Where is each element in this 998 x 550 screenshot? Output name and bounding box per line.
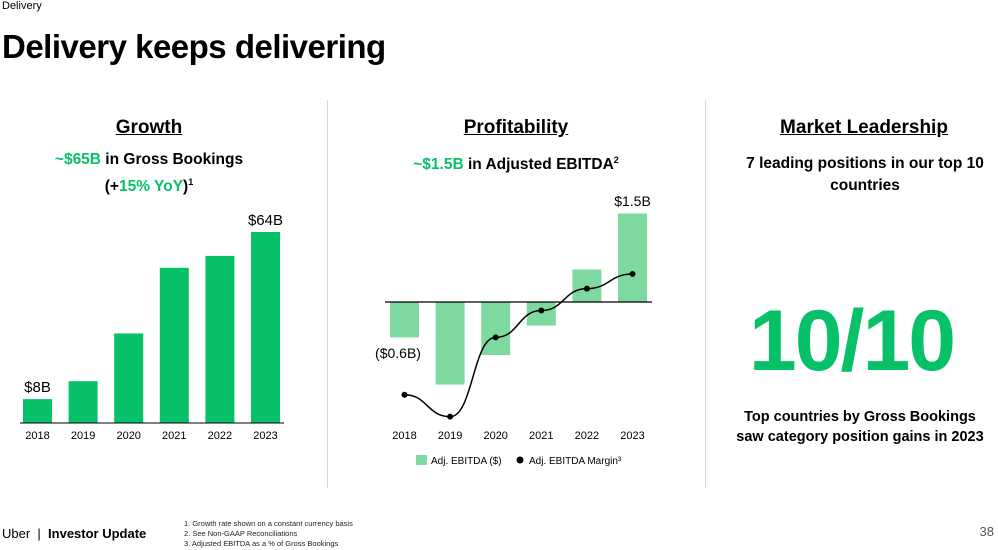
bar bbox=[481, 302, 511, 356]
x-tick-label: 2018 bbox=[392, 430, 416, 442]
big-number-caption: Top countries by Gross Bookings saw cate… bbox=[736, 409, 984, 445]
bar bbox=[526, 302, 556, 326]
legend-label: Adj. EBITDA ($) bbox=[431, 456, 502, 467]
page-number: 38 bbox=[979, 524, 994, 539]
x-tick-label: 2022 bbox=[575, 430, 599, 442]
margin-point bbox=[583, 285, 590, 292]
column-divider bbox=[705, 100, 706, 488]
bar bbox=[618, 213, 647, 302]
growth-subtitle: ~$65B in Gross Bookings (+15% YoY)1 bbox=[54, 151, 244, 196]
yoy-value: 15% YoY bbox=[118, 178, 184, 196]
page-title: Delivery keeps delivering bbox=[2, 28, 386, 65]
x-tick-label: 2020 bbox=[116, 430, 140, 442]
x-tick-label: 2019 bbox=[71, 430, 95, 442]
x-tick-label: 2021 bbox=[529, 430, 553, 442]
bar bbox=[251, 232, 280, 423]
growth-text: in Gross Bookings bbox=[101, 151, 244, 168]
gross-bookings-chart: 2018 $8B 2019 2020 2021 2022 2023 $64B bbox=[20, 212, 284, 442]
bar bbox=[435, 302, 465, 385]
ebitda-value: ~$1.5B bbox=[413, 156, 464, 174]
margin-point bbox=[401, 391, 408, 398]
x-tick-label: 2021 bbox=[162, 430, 186, 442]
data-label: $8B bbox=[24, 379, 51, 396]
x-tick-label: 2020 bbox=[483, 430, 507, 442]
x-tick-label: 2023 bbox=[253, 430, 277, 442]
margin-point bbox=[492, 334, 499, 341]
bar bbox=[159, 267, 189, 423]
margin-point bbox=[538, 307, 545, 314]
big-number: 10/10 bbox=[748, 293, 956, 389]
x-tick-label: 2018 bbox=[25, 430, 49, 442]
growth-value: ~$65B bbox=[54, 151, 101, 168]
bar bbox=[68, 381, 98, 423]
margin-point bbox=[447, 413, 454, 420]
profitability-heading: Profitability bbox=[463, 117, 569, 138]
brand-name: Uber bbox=[2, 526, 31, 541]
column-divider bbox=[327, 100, 328, 488]
footnote: 2. See Non-GAAP Reconciliations bbox=[184, 529, 298, 538]
bar bbox=[390, 302, 419, 338]
x-tick-label: 2023 bbox=[620, 430, 644, 442]
data-label: $64B bbox=[248, 212, 283, 229]
footnotes: 1. Growth rate shown on a constant curre… bbox=[184, 519, 353, 549]
bar bbox=[23, 399, 52, 423]
footnote: 3. Adjusted EBITDA as a % of Gross Booki… bbox=[184, 539, 339, 548]
ebitda-chart: 2018 2019 2020 2021 2022 2023 ($0.6B) $1.5B Adj.… bbox=[375, 193, 652, 467]
bar bbox=[114, 333, 144, 423]
data-label: $1.5B bbox=[614, 193, 651, 209]
data-label: ($0.6B) bbox=[375, 345, 421, 361]
footer-brand: Uber | Investor Update bbox=[2, 526, 147, 541]
leadership-heading: Market Leadership bbox=[780, 117, 948, 138]
legend-swatch-line bbox=[516, 456, 524, 464]
bar bbox=[205, 255, 235, 423]
profitability-subtitle: ~$1.5B in Adjusted EBITDA2 bbox=[413, 155, 619, 174]
x-tick-label: 2019 bbox=[438, 430, 462, 442]
section-label: Delivery bbox=[2, 0, 42, 12]
footnote: 1. Growth rate shown on a constant curre… bbox=[184, 519, 353, 528]
leadership-subtitle: 7 leading positions in our top 10 countr… bbox=[746, 155, 984, 194]
x-tick-label: 2022 bbox=[208, 430, 232, 442]
margin-point bbox=[629, 270, 636, 277]
growth-heading: Growth bbox=[115, 117, 183, 138]
deck-name: Investor Update bbox=[48, 526, 147, 541]
legend-swatch-bar bbox=[416, 455, 427, 465]
legend-label: Adj. EBITDA Margin³ bbox=[529, 456, 622, 467]
